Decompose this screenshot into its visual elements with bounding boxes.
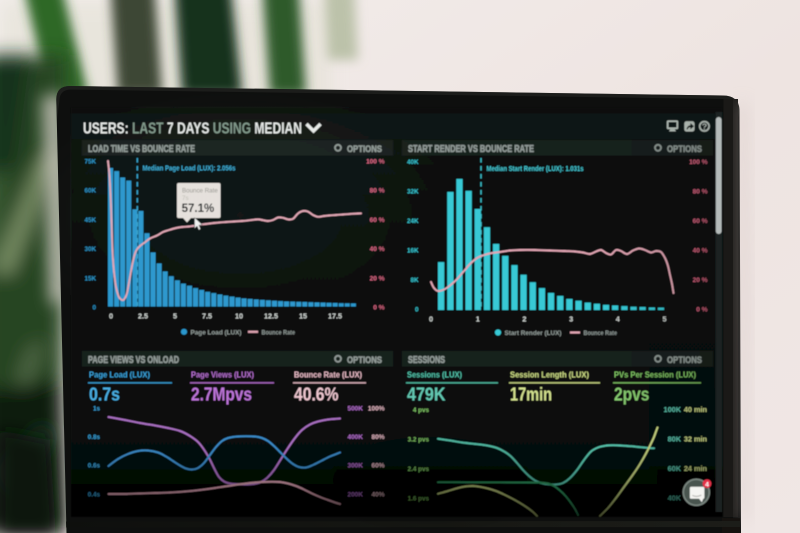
svg-text:4: 4 xyxy=(705,481,709,488)
